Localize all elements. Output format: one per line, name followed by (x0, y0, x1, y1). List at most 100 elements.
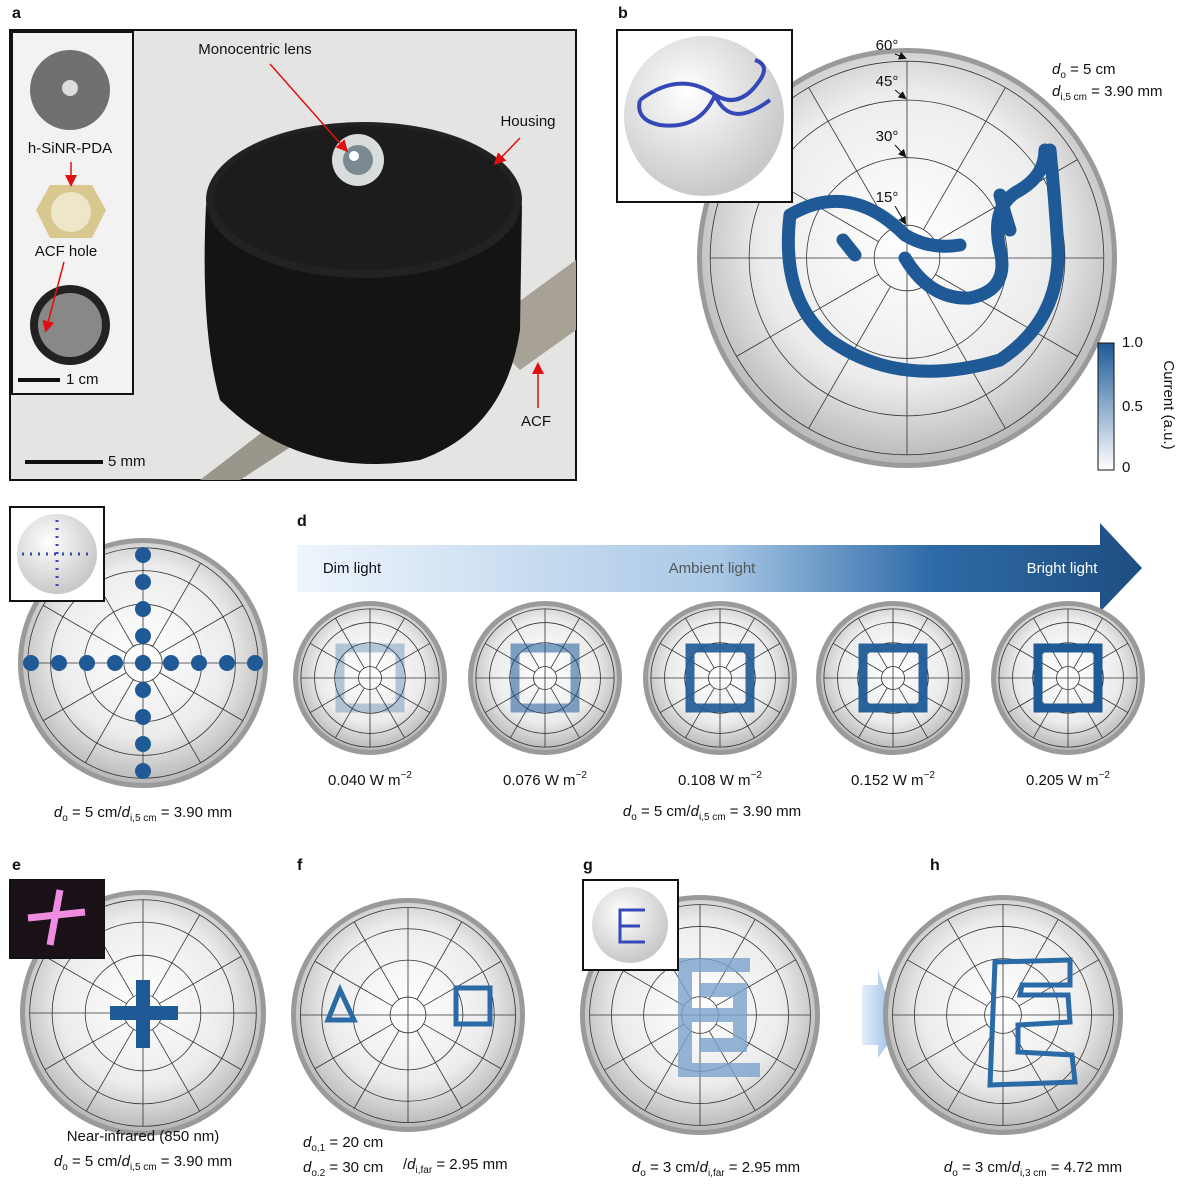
callout: ACF (521, 413, 551, 430)
spoke (554, 683, 606, 713)
colorbar (1097, 342, 1115, 471)
caption: do = 5 cm/di,5 cm = 3.90 mm (54, 1153, 232, 1173)
spoke (685, 687, 715, 739)
dot (51, 655, 67, 671)
arrow-label: Bright light (1027, 560, 1099, 577)
hemisphere (816, 601, 970, 755)
text-part: = 5 cm/ (637, 803, 692, 820)
dot (219, 655, 235, 671)
text-part: o (1060, 70, 1066, 81)
text-part: o.2 (311, 1168, 325, 1179)
text-part: i,5 cm (130, 813, 157, 824)
dot (135, 574, 151, 590)
scale-label: 1 cm (66, 371, 99, 388)
spoke (725, 687, 755, 739)
text-part: i,3 cm (1020, 1168, 1047, 1179)
text-part: o (62, 813, 68, 824)
intensity-arrow (297, 523, 1142, 612)
colorbar-tick: 0 (1122, 459, 1130, 476)
callout: Monocentric lens (198, 41, 311, 58)
spoke (832, 643, 884, 673)
hemisphere (291, 898, 525, 1132)
text-part: i,5 cm (1060, 92, 1087, 103)
text-part: d (122, 1153, 131, 1170)
text-part: d (54, 804, 63, 821)
spoke (923, 286, 1006, 429)
dot (135, 547, 151, 563)
text-part: = 2.95 mm (725, 1159, 800, 1176)
text-part: d (407, 1156, 416, 1173)
text-part: = 30 cm (325, 1159, 383, 1176)
colorbar-tick: 1.0 (1122, 334, 1143, 351)
spoke (858, 617, 888, 669)
panel-label: d (297, 513, 307, 530)
callout: ACF hole (35, 243, 98, 260)
spoke (484, 683, 536, 713)
square-trace (510, 643, 580, 713)
inset (616, 29, 793, 203)
spoke (1007, 643, 1059, 673)
text-part: o,1 (311, 1143, 325, 1154)
spoke (907, 1023, 988, 1071)
colorbar-title: Current (a.u.) (1160, 360, 1177, 449)
text-part: d (623, 803, 632, 820)
square-trace (858, 643, 928, 713)
drawing (781, 143, 1065, 378)
spoke (353, 921, 400, 1000)
spoke (85, 679, 134, 763)
dot (135, 709, 151, 725)
caption: do = 5 cm/di,5 cm = 3.90 mm (54, 804, 232, 824)
spoke (86, 1029, 134, 1112)
spoke (152, 563, 201, 647)
spoke (715, 1023, 796, 1071)
spoke (416, 921, 463, 1000)
spoke (314, 1023, 393, 1070)
text-part: d (122, 804, 131, 821)
spoke (685, 617, 715, 669)
square-trace (1033, 643, 1103, 713)
dot (135, 601, 151, 617)
spoke (159, 672, 243, 721)
drawing (987, 957, 1078, 1088)
spoke (353, 1030, 400, 1109)
text-part: d (632, 1159, 641, 1176)
spoke (858, 687, 888, 739)
intensity-label: 0.152 W m−2 (851, 770, 935, 789)
spoke (510, 617, 540, 669)
spoke (550, 687, 580, 739)
spoke (907, 959, 988, 1007)
spoke (923, 87, 1006, 230)
text-part: o (640, 1168, 646, 1179)
hemispheres (293, 601, 1145, 755)
spoke (43, 672, 127, 721)
text-part: = 2.95 mm (432, 1156, 507, 1173)
caption: do = 3 cm/di,far = 2.95 mm (632, 1159, 800, 1179)
spoke (44, 956, 127, 1004)
caption: do = 5 cm/di,5 cm = 3.90 mm (623, 803, 801, 823)
spoke (1007, 683, 1059, 713)
spoke (484, 643, 536, 673)
spoke (152, 1029, 200, 1112)
text-part: d (700, 1159, 709, 1176)
text-part: o (631, 812, 637, 823)
panel-label: g (583, 857, 593, 874)
spoke (554, 643, 606, 673)
spoke (1073, 617, 1103, 669)
panel-label: a (12, 5, 21, 22)
angle-arrow (894, 89, 907, 100)
spoke (159, 1022, 242, 1070)
text-part: −2 (401, 770, 413, 781)
text-part: 0.040 W m (328, 772, 401, 789)
spoke (604, 1023, 685, 1071)
panel-label: f (297, 857, 303, 874)
text-part: d (303, 1159, 312, 1176)
text-part: 0.076 W m (503, 772, 576, 789)
text-part: −2 (924, 770, 936, 781)
angle-label: 15° (876, 189, 899, 206)
inset (582, 879, 679, 971)
text-part: d (54, 1153, 63, 1170)
dot (135, 655, 151, 671)
text-part: −2 (751, 770, 763, 781)
spoke (423, 960, 502, 1007)
